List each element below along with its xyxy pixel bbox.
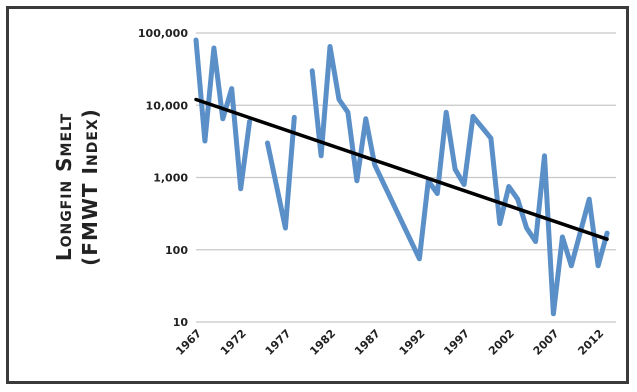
- y-axis-label-line1: Longfin Smelt: [52, 113, 76, 261]
- y-tick-label-1000: 1,000: [153, 172, 188, 185]
- x-tick-label-1982: 1982: [307, 327, 338, 358]
- chart-frame: 10 100 1,000 10,000 100,000 1967 1972 1977 1982…: [6, 6, 629, 384]
- y-axis-label-line2: (FMWT Index): [78, 108, 102, 266]
- y-tick-label-100: 100: [165, 244, 188, 257]
- y-tick-label-10000: 10,000: [146, 99, 189, 112]
- y-tick-labels: 10 100 1,000 10,000 100,000: [138, 27, 188, 329]
- longfin-smelt-chart: 10 100 1,000 10,000 100,000 1967 1972 1977 1982…: [9, 9, 626, 381]
- data-line-segment-2: [268, 117, 295, 228]
- x-tick-label-2012: 2012: [575, 327, 606, 358]
- x-tick-label-1987: 1987: [352, 327, 383, 358]
- x-tick-label-1992: 1992: [397, 327, 428, 358]
- x-tick-label-1977: 1977: [263, 327, 294, 358]
- x-tick-label-2007: 2007: [531, 327, 562, 358]
- y-tick-label-100000: 100,000: [138, 27, 188, 40]
- y-tick-label-10: 10: [173, 316, 189, 329]
- x-tick-label-1967: 1967: [173, 327, 204, 358]
- data-line-segment-3: [312, 47, 607, 314]
- x-tick-label-2002: 2002: [486, 327, 517, 358]
- x-tick-label-1997: 1997: [441, 327, 472, 358]
- x-tick-label-1972: 1972: [218, 327, 249, 358]
- x-tick-labels: 1967 1972 1977 1982 1987 1992 1997 2002 2007 2012: [173, 327, 606, 358]
